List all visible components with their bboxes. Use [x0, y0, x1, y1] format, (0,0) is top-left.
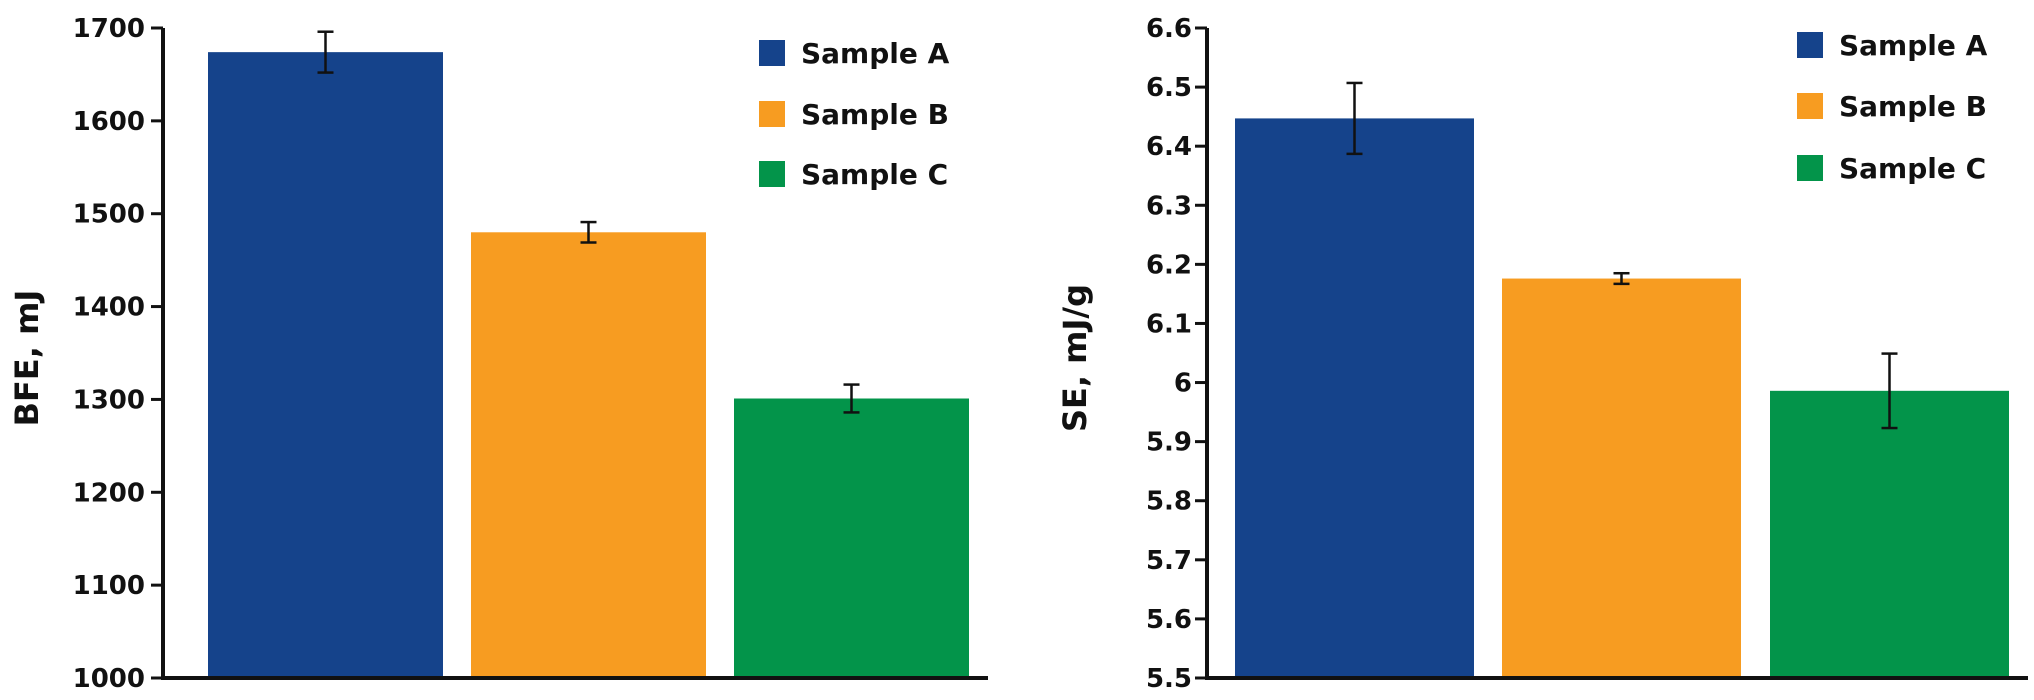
bfe-y-ticks: 1000 1100 1200 1300 1400 1500 1600 1700: [73, 14, 163, 694]
se-y-tick-label: 6.6: [1146, 14, 1192, 44]
bfe-error-bar-b: [580, 220, 597, 244]
bfe-legend: Sample A Sample B Sample C: [759, 37, 950, 191]
bfe-legend-label-a: Sample A: [801, 37, 950, 70]
se-legend-swatch-a: [1797, 32, 1823, 58]
se-legend: Sample A Sample B Sample C: [1797, 29, 1988, 185]
se-bars: [1235, 118, 2009, 679]
bfe-y-tick-label: 1400: [73, 293, 145, 323]
se-error-bar-a: [1346, 81, 1363, 156]
se-legend-label-c: Sample C: [1839, 152, 1986, 185]
bfe-legend-label-c: Sample C: [801, 158, 948, 191]
se-error-bar-b: [1613, 271, 1630, 286]
bfe-y-tick-label: 1700: [73, 14, 145, 44]
se-y-tick-label: 5.6: [1146, 605, 1192, 635]
se-y-ticks: 5.5 5.6 5.7 5.8 5.9 6 6.1 6.2 6.3 6.4 6.5 6.6: [1146, 14, 1207, 694]
se-legend-label-b: Sample B: [1839, 90, 1987, 123]
se-error-bars: [1346, 81, 1898, 430]
bfe-error-bars: [317, 30, 860, 414]
bfe-y-axis-title: BFE, mJ: [8, 290, 46, 427]
bfe-y-tick-label: 1300: [73, 385, 145, 415]
bfe-chart: 1000 1100 1200 1300 1400 1500 1600 1700 BFE, mJ…: [8, 14, 988, 694]
se-bar-b: [1502, 278, 1741, 678]
se-y-tick-label: 5.8: [1146, 487, 1192, 517]
bfe-y-tick-label: 1600: [73, 107, 145, 137]
bfe-bar-a: [208, 52, 443, 678]
se-y-tick-label: 6.5: [1146, 73, 1192, 103]
se-error-bar-c: [1881, 352, 1898, 430]
bfe-legend-swatch-c: [759, 161, 785, 187]
se-bar-a: [1235, 118, 1474, 679]
se-legend-swatch-c: [1797, 155, 1823, 181]
bfe-bar-b: [471, 232, 706, 679]
se-y-tick-label: 6.1: [1146, 309, 1192, 339]
se-y-tick-label: 6.3: [1146, 191, 1192, 221]
bfe-y-tick-label: 1100: [73, 571, 145, 601]
bfe-bars: [208, 52, 969, 679]
bfe-legend-swatch-b: [759, 101, 785, 127]
bfe-y-tick-label: 1500: [73, 200, 145, 230]
se-legend-label-a: Sample A: [1839, 29, 1988, 62]
bfe-error-bar-c: [843, 383, 860, 414]
se-y-axis-title: SE, mJ/g: [1056, 284, 1094, 432]
se-y-tick-label: 6: [1174, 369, 1192, 399]
se-y-tick-label: 5.7: [1146, 546, 1192, 576]
bfe-y-tick-label: 1000: [73, 664, 145, 694]
bfe-error-bar-a: [317, 30, 334, 74]
se-y-tick-label: 6.2: [1146, 250, 1192, 280]
se-legend-swatch-b: [1797, 93, 1823, 119]
se-bar-c: [1770, 390, 2009, 678]
bfe-y-tick-label: 1200: [73, 478, 145, 508]
se-chart: 5.5 5.6 5.7 5.8 5.9 6 6.1 6.2 6.3 6.4 6.5 6.6 SE, m…: [1056, 14, 2028, 694]
bfe-legend-label-b: Sample B: [801, 98, 949, 131]
bfe-bar-c: [734, 398, 969, 678]
se-y-tick-label: 5.5: [1146, 664, 1192, 694]
se-y-tick-label: 5.9: [1146, 428, 1192, 458]
se-y-tick-label: 6.4: [1146, 132, 1192, 162]
bfe-legend-swatch-a: [759, 40, 785, 66]
